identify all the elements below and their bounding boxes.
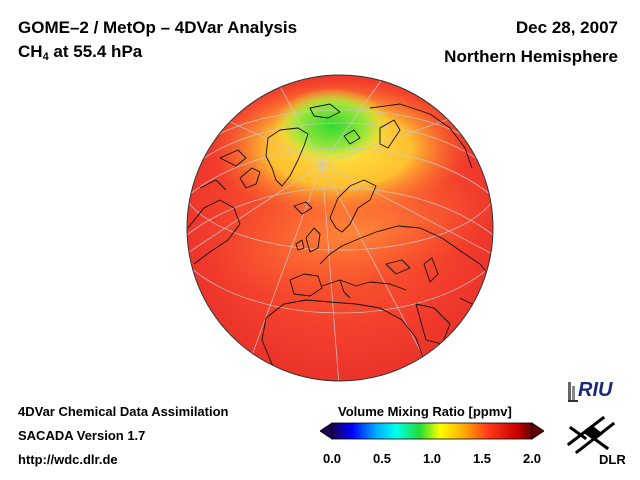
pressure-level: at 55.4 hPa bbox=[48, 42, 143, 61]
globe-map bbox=[186, 74, 494, 382]
colorbar bbox=[320, 422, 544, 440]
species-level-label: CH4 at 55.4 hPa bbox=[18, 42, 142, 63]
analysis-date: Dec 28, 2007 bbox=[515, 18, 618, 37]
svg-text:DLR: DLR bbox=[599, 452, 626, 467]
system-name: 4DVar Chemical Data Assimilation bbox=[18, 404, 229, 419]
species-subscript: 4 bbox=[42, 51, 49, 63]
species-name: CH bbox=[18, 42, 43, 61]
colorbar-tick-label: 0.0 bbox=[322, 451, 342, 466]
colorbar-tick-label: 1.5 bbox=[472, 451, 492, 466]
polar-low-region bbox=[274, 88, 390, 164]
map-title: GOME–2 / MetOp – 4DVar Analysis bbox=[18, 18, 298, 37]
globe-outline bbox=[186, 74, 494, 382]
riu-logo: RIU bbox=[568, 379, 613, 402]
svg-text:RIU: RIU bbox=[578, 379, 613, 401]
colorbar-tick-label: 0.5 bbox=[372, 451, 392, 466]
dlr-logo: DLR bbox=[566, 415, 626, 467]
graticule bbox=[187, 75, 493, 381]
colorbar-scale bbox=[331, 422, 533, 440]
version-label: SACADA Version 1.7 bbox=[18, 428, 146, 443]
pole-marker bbox=[312, 154, 332, 174]
region-label: Northern Hemisphere bbox=[444, 47, 618, 66]
colorbar-tick-label: 1.0 bbox=[422, 451, 442, 466]
colorbar-high-arrow bbox=[531, 422, 544, 440]
colorbar-tick-label: 2.0 bbox=[522, 451, 542, 466]
website-link[interactable]: http://wdc.dlr.de bbox=[18, 452, 118, 467]
colorbar-low-arrow bbox=[320, 422, 333, 440]
colorbar-title: Volume Mixing Ratio [ppmv] bbox=[338, 404, 512, 419]
